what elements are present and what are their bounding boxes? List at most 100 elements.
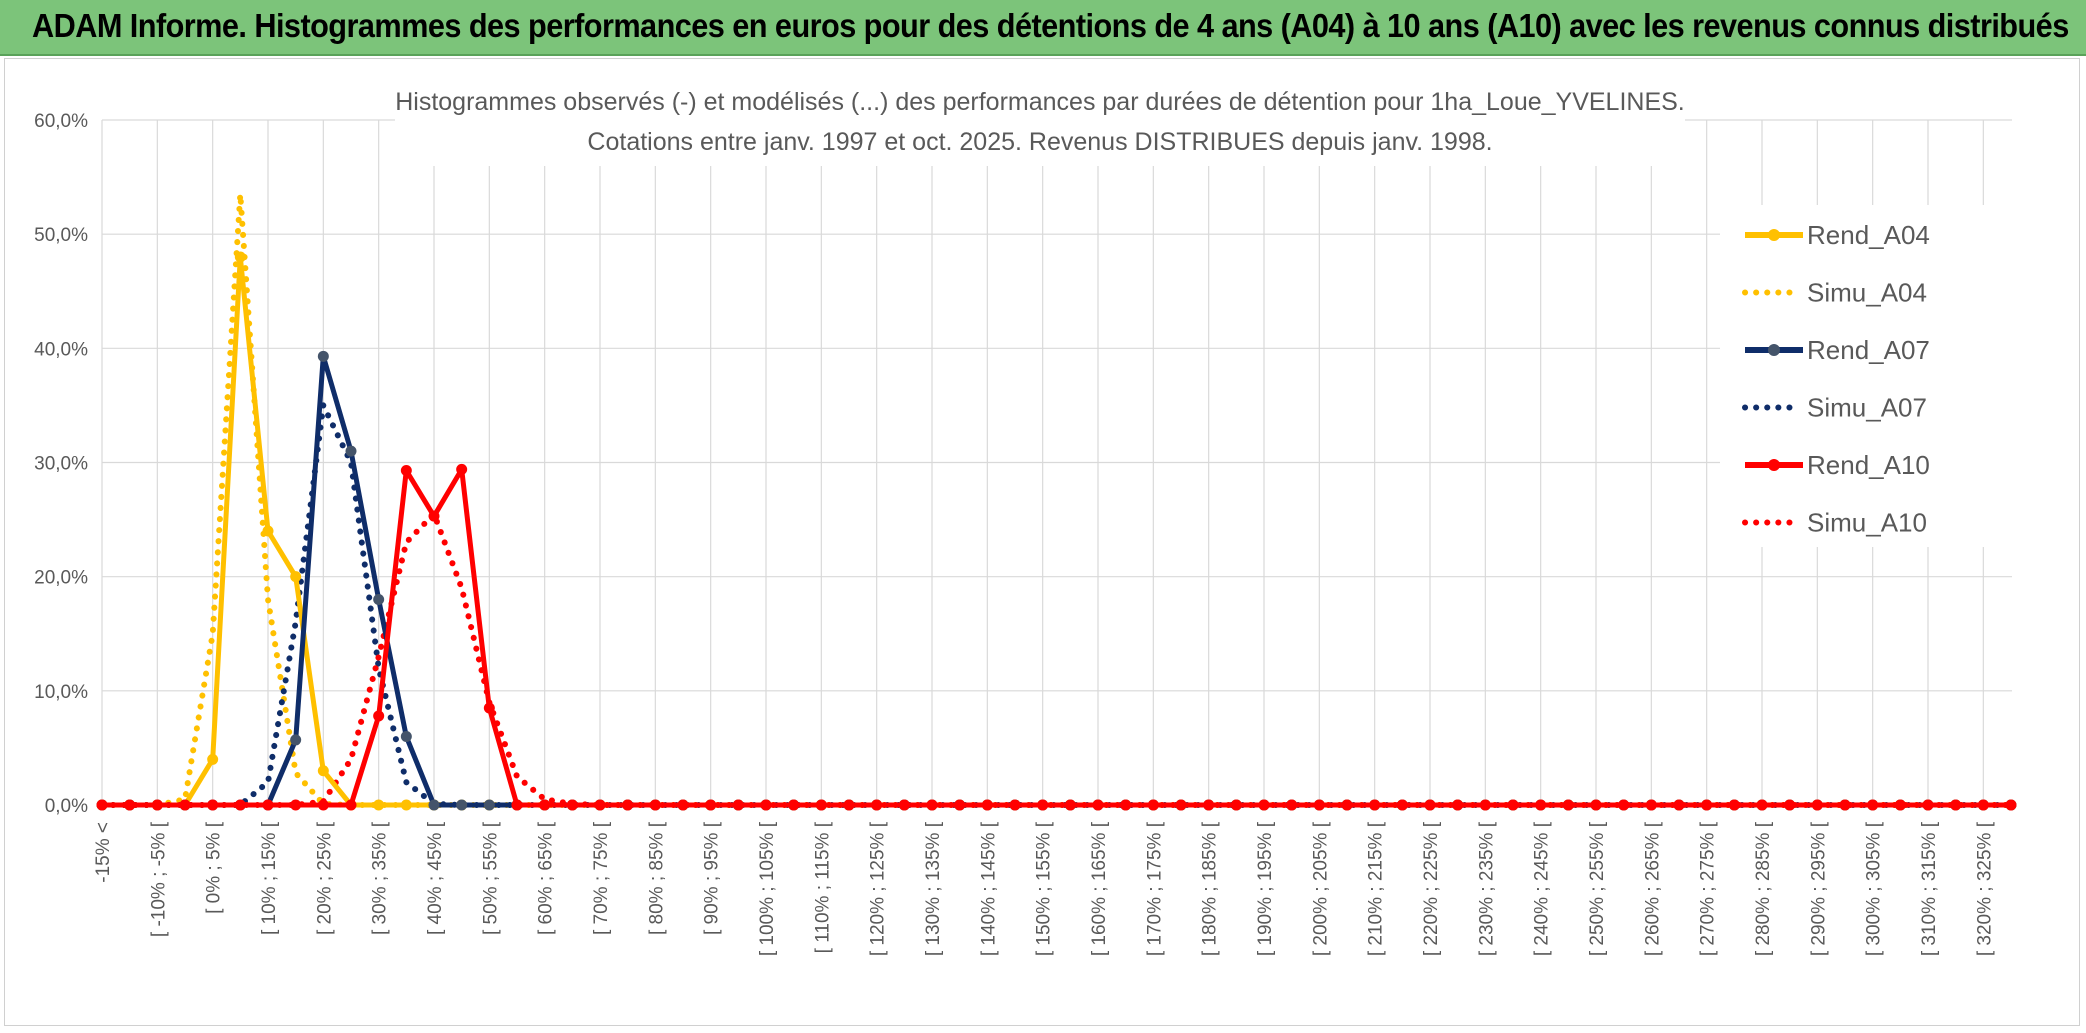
data-point-Rend_A10 <box>1977 799 1989 811</box>
data-point-Rend_A10 <box>1950 799 1962 811</box>
x-tick-label: [ 250% ; 255% [ <box>1587 821 1608 956</box>
data-point-Rend_A07 <box>317 350 329 362</box>
data-point-Rend_A10 <box>1867 799 1879 811</box>
data-point-Rend_A10 <box>151 799 163 811</box>
x-tick-label: [ -10% ; -5% [ <box>148 821 169 937</box>
y-tick-label: 60,0% <box>34 111 88 132</box>
data-point-Rend_A10 <box>1756 799 1768 811</box>
x-tick-label: [ 240% ; 245% [ <box>1532 821 1553 956</box>
legend-label-Simu_A07: Simu_A07 <box>1807 393 1927 423</box>
data-point-Rend_A10 <box>677 799 689 811</box>
data-point-Rend_A10 <box>594 799 606 811</box>
data-point-Rend_A04 <box>317 765 329 777</box>
data-point-Rend_A10 <box>898 799 910 811</box>
x-tick-label: [ 100% ; 105% [ <box>757 821 778 956</box>
data-point-Rend_A10 <box>1673 799 1685 811</box>
x-tick-label: [ 90% ; 95% [ <box>702 821 723 935</box>
data-point-Rend_A10 <box>207 799 219 811</box>
page-title: ADAM Informe. Histogrammes des performan… <box>32 7 2069 44</box>
data-point-Rend_A10 <box>483 702 495 714</box>
data-point-Rend_A10 <box>1507 799 1519 811</box>
data-point-Rend_A04 <box>400 799 412 811</box>
data-point-Rend_A07 <box>373 594 385 605</box>
data-point-Rend_A07 <box>456 799 468 811</box>
data-point-Rend_A10 <box>1784 799 1796 811</box>
x-tick-label: [ 210% ; 215% [ <box>1366 821 1387 956</box>
header-bar: ADAM Informe. Histogrammes des performan… <box>0 0 2086 56</box>
data-point-Rend_A10 <box>760 799 772 811</box>
data-point-Rend_A10 <box>815 799 827 811</box>
legend-marker-Rend_A07 <box>1768 344 1780 356</box>
data-point-Rend_A10 <box>1424 799 1436 811</box>
data-point-Rend_A10 <box>373 710 385 722</box>
x-tick-label: [ 30% ; 35% [ <box>370 821 391 935</box>
data-point-Rend_A10 <box>1396 799 1408 811</box>
legend-marker-Rend_A10 <box>1768 459 1780 471</box>
data-point-Rend_A10 <box>622 799 634 811</box>
data-point-Rend_A10 <box>1147 799 1159 811</box>
legend-label-Rend_A10: Rend_A10 <box>1807 450 1930 480</box>
data-point-Rend_A10 <box>428 510 440 522</box>
x-tick-label: [ 200% ; 205% [ <box>1310 821 1331 956</box>
data-point-Rend_A10 <box>1064 799 1076 811</box>
data-point-Rend_A10 <box>1120 799 1132 811</box>
legend: Rend_A04 Simu_A04 Rend_A07 Simu_A07 Rend_A10… <box>1720 205 2012 547</box>
x-tick-label: [ 190% ; 195% [ <box>1255 821 1276 956</box>
x-tick-label: [ 270% ; 275% [ <box>1698 821 1719 956</box>
data-point-Rend_A10 <box>1258 799 1270 811</box>
x-tick-label: [ 110% ; 115% [ <box>812 821 833 953</box>
data-point-Rend_A10 <box>345 799 357 811</box>
x-tick-label: [ 160% ; 165% [ <box>1089 821 1110 956</box>
data-point-Rend_A10 <box>1203 799 1215 811</box>
data-point-Rend_A10 <box>262 799 274 811</box>
legend-label-Simu_A10: Simu_A10 <box>1807 508 1927 538</box>
y-tick-label: 10,0% <box>34 682 88 703</box>
series-lines <box>96 191 2017 811</box>
y-tick-label: 30,0% <box>34 454 88 475</box>
data-point-Rend_A04 <box>262 525 274 537</box>
data-point-Rend_A07 <box>290 734 302 746</box>
y-tick-label: 0,0% <box>45 796 88 817</box>
data-point-Rend_A07 <box>345 445 357 457</box>
data-point-Rend_A10 <box>1645 799 1657 811</box>
data-point-Rend_A10 <box>1230 799 1242 811</box>
x-tick-label: [ 300% ; 305% [ <box>1864 821 1885 956</box>
data-point-Rend_A07 <box>400 731 412 742</box>
legend-label-Rend_A04: Rend_A04 <box>1807 220 1930 250</box>
data-point-Rend_A04 <box>207 753 219 765</box>
x-tick-label: [ 290% ; 295% [ <box>1808 821 1829 956</box>
x-tick-label: [ 0% ; 5% [ <box>204 821 225 914</box>
data-point-Rend_A10 <box>1369 799 1381 811</box>
x-tick-label: [ 310% ; 315% [ <box>1919 821 1940 956</box>
data-point-Rend_A10 <box>1037 799 1049 811</box>
data-point-Rend_A04 <box>234 251 246 263</box>
data-point-Rend_A10 <box>234 799 246 811</box>
data-point-Rend_A10 <box>1922 799 1934 811</box>
x-tick-label: [ 60% ; 65% [ <box>536 821 557 935</box>
data-point-Rend_A10 <box>1286 799 1298 811</box>
legend-label-Rend_A07: Rend_A07 <box>1807 335 1930 365</box>
data-point-Rend_A10 <box>1313 799 1325 811</box>
data-point-Rend_A10 <box>566 799 578 811</box>
y-tick-label: 40,0% <box>34 339 88 360</box>
data-point-Rend_A10 <box>511 799 523 811</box>
y-axis: 0,0% 10,0% 20,0% 30,0% 40,0% 50,0% 60,0% <box>34 111 88 817</box>
data-point-Rend_A10 <box>400 464 412 476</box>
data-point-Rend_A10 <box>843 799 855 811</box>
x-tick-label: [ 220% ; 225% [ <box>1421 821 1442 956</box>
data-point-Rend_A10 <box>1175 799 1187 811</box>
data-point-Rend_A10 <box>1590 799 1602 811</box>
x-tick-label: [ 20% ; 25% [ <box>314 821 335 935</box>
data-point-Rend_A10 <box>1839 799 1851 811</box>
data-point-Rend_A10 <box>1009 799 1021 811</box>
chart-frame <box>4 58 2080 1026</box>
x-tick-label: [ 130% ; 135% [ <box>923 821 944 956</box>
data-point-Rend_A10 <box>1479 799 1491 811</box>
x-tick-label: [ 40% ; 45% [ <box>425 821 446 935</box>
x-tick-label: [ 70% ; 75% [ <box>591 821 612 935</box>
x-tick-label: [ 260% ; 265% [ <box>1642 821 1663 956</box>
data-point-Rend_A10 <box>96 799 108 811</box>
legend-marker-Rend_A04 <box>1768 229 1780 241</box>
data-point-Rend_A10 <box>1341 799 1353 811</box>
data-point-Rend_A10 <box>1811 799 1823 811</box>
